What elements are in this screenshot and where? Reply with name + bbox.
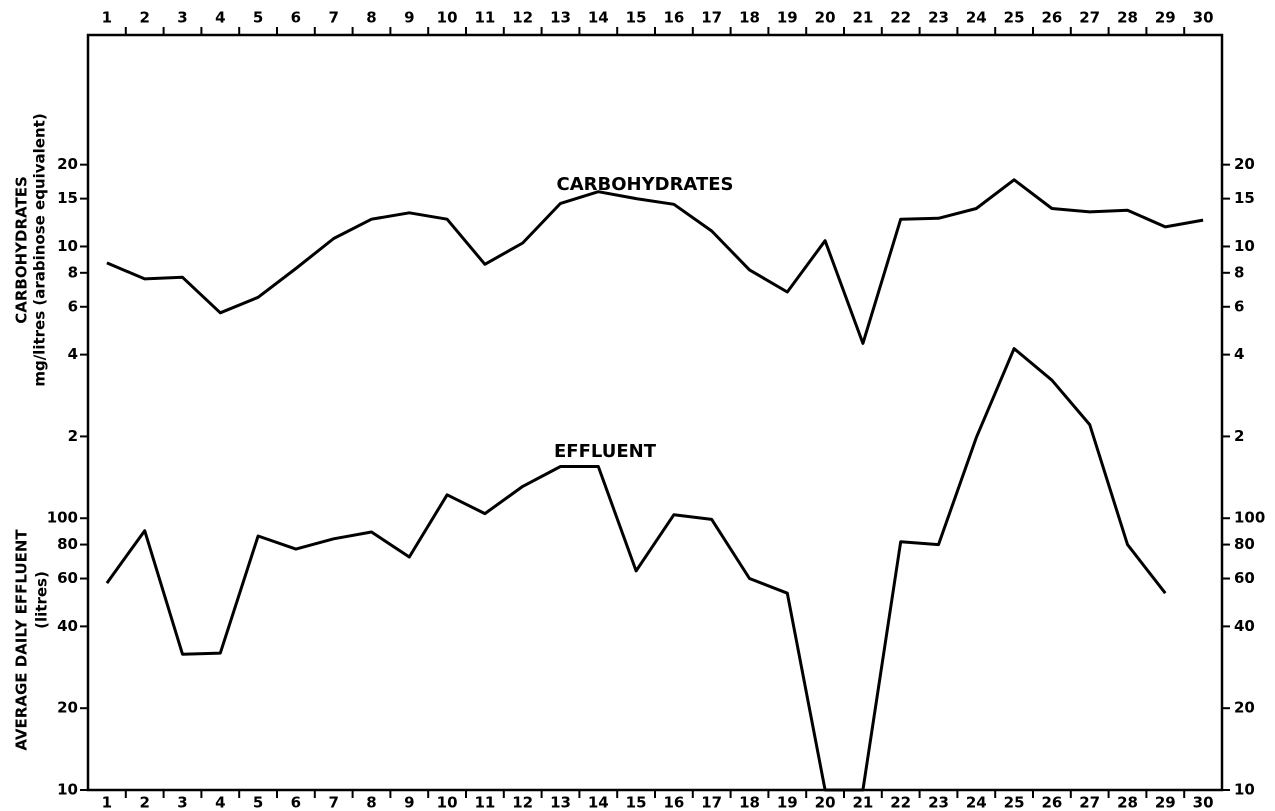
x-tick-label-bottom: 13 xyxy=(550,794,571,811)
y-tick-label-left: 10 xyxy=(57,237,78,255)
x-tick-label-bottom: 1 xyxy=(102,794,112,811)
y-tick-label-left: 20 xyxy=(57,155,78,173)
x-tick-label-top: 16 xyxy=(663,9,684,27)
x-tick-label-top: 4 xyxy=(215,9,225,27)
y-tick-label-right: 10 xyxy=(1234,781,1255,799)
y-tick-label-left: 10 xyxy=(57,781,78,799)
y-tick-label-right: 40 xyxy=(1234,617,1255,635)
y-tick-label-left: 20 xyxy=(57,699,78,717)
x-tick-label-top: 21 xyxy=(852,9,873,27)
x-tick-label-top: 17 xyxy=(701,9,722,27)
x-tick-label-top: 7 xyxy=(328,9,338,27)
x-tick-label-top: 28 xyxy=(1117,9,1138,27)
y-tick-label-left: 100 xyxy=(47,509,78,527)
x-tick-label-top: 9 xyxy=(404,9,414,27)
y-tick-label-right: 8 xyxy=(1234,263,1244,281)
series-line xyxy=(106,178,1204,345)
x-tick-label-bottom: 5 xyxy=(253,794,263,811)
x-tick-label-bottom: 24 xyxy=(966,794,987,811)
x-tick-label-top: 25 xyxy=(1004,9,1025,27)
y-axis-label: CARBOHYDRATES xyxy=(13,176,31,324)
x-tick-label-bottom: 30 xyxy=(1193,794,1214,811)
x-tick-label-bottom: 22 xyxy=(890,794,911,811)
x-tick-label-bottom: 21 xyxy=(852,794,873,811)
y-tick-label-right: 6 xyxy=(1234,297,1244,315)
x-tick-label-bottom: 17 xyxy=(701,794,722,811)
series-line xyxy=(105,347,1167,792)
x-tick-label-top: 14 xyxy=(588,9,609,27)
y-axis-label: AVERAGE DAILY EFFLUENT xyxy=(13,529,31,751)
x-tick-label-bottom: 18 xyxy=(739,794,760,811)
x-tick-label-bottom: 16 xyxy=(663,794,684,811)
y-tick-label-left: 60 xyxy=(57,569,78,587)
x-tick-label-bottom: 11 xyxy=(474,794,495,811)
y-tick-label-left: 6 xyxy=(68,297,78,315)
x-tick-label-bottom: 20 xyxy=(815,794,836,811)
x-tick-label-top: 1 xyxy=(102,9,112,27)
x-tick-label-bottom: 6 xyxy=(291,794,301,811)
x-tick-label-bottom: 29 xyxy=(1155,794,1176,811)
x-tick-label-bottom: 12 xyxy=(512,794,533,811)
x-tick-label-bottom: 3 xyxy=(177,794,187,811)
y-tick-label-right: 4 xyxy=(1234,345,1244,363)
plot-frame xyxy=(86,33,1224,792)
x-tick-label-top: 11 xyxy=(474,9,495,27)
y-tick-label-right: 60 xyxy=(1234,569,1255,587)
x-tick-label-top: 10 xyxy=(437,9,458,27)
x-tick-label-top: 29 xyxy=(1155,9,1176,27)
y-tick-label-right: 10 xyxy=(1234,237,1255,255)
x-tick-label-bottom: 19 xyxy=(777,794,798,811)
x-tick-label-top: 13 xyxy=(550,9,571,27)
x-tick-label-top: 27 xyxy=(1079,9,1100,27)
x-tick-label-top: 30 xyxy=(1193,9,1214,27)
x-tick-label-top: 2 xyxy=(139,9,149,27)
y-tick-label-left: 4 xyxy=(68,345,78,363)
y-tick-label-right: 15 xyxy=(1234,189,1255,207)
y-tick-label-left: 2 xyxy=(68,427,78,445)
x-tick-label-top: 12 xyxy=(512,9,533,27)
x-tick-label-top: 19 xyxy=(777,9,798,27)
x-tick-label-bottom: 27 xyxy=(1079,794,1100,811)
x-tick-label-top: 6 xyxy=(291,9,301,27)
y-tick-label-right: 2 xyxy=(1234,427,1244,445)
x-tick-label-bottom: 23 xyxy=(928,794,949,811)
y-axis-label: (litres) xyxy=(33,571,51,629)
x-tick-label-bottom: 14 xyxy=(588,794,609,811)
x-tick-label-bottom: 15 xyxy=(626,794,647,811)
x-tick-label-bottom: 2 xyxy=(139,794,149,811)
x-tick-label-bottom: 4 xyxy=(215,794,225,811)
x-tick-label-bottom: 10 xyxy=(437,794,458,811)
y-tick-label-right: 20 xyxy=(1234,155,1255,173)
series-label: CARBOHYDRATES xyxy=(557,174,734,195)
x-tick-label-top: 18 xyxy=(739,9,760,27)
y-tick-label-right: 20 xyxy=(1234,699,1255,717)
y-tick-label-right: 100 xyxy=(1234,509,1265,527)
y-tick-label-left: 40 xyxy=(57,617,78,635)
x-tick-label-bottom: 9 xyxy=(404,794,414,811)
series-label: EFFLUENT xyxy=(554,441,657,462)
x-tick-label-bottom: 7 xyxy=(328,794,338,811)
y-tick-label-left: 80 xyxy=(57,535,78,553)
x-tick-label-top: 26 xyxy=(1041,9,1062,27)
x-tick-label-bottom: 28 xyxy=(1117,794,1138,811)
x-tick-label-top: 8 xyxy=(366,9,376,27)
x-tick-label-top: 22 xyxy=(890,9,911,27)
y-tick-label-left: 8 xyxy=(68,263,78,281)
x-tick-label-top: 3 xyxy=(177,9,187,27)
x-tick-label-top: 23 xyxy=(928,9,949,27)
x-tick-label-top: 5 xyxy=(253,9,263,27)
x-tick-label-top: 24 xyxy=(966,9,987,27)
x-tick-label-top: 15 xyxy=(626,9,647,27)
y-axis-label: mg/litres (arabinose equivalent) xyxy=(31,113,49,386)
x-tick-label-bottom: 8 xyxy=(366,794,376,811)
y-tick-label-right: 80 xyxy=(1234,535,1255,553)
y-tick-label-left: 15 xyxy=(57,189,78,207)
x-tick-label-bottom: 25 xyxy=(1004,794,1025,811)
x-tick-label-top: 20 xyxy=(815,9,836,27)
x-tick-label-bottom: 26 xyxy=(1041,794,1062,811)
